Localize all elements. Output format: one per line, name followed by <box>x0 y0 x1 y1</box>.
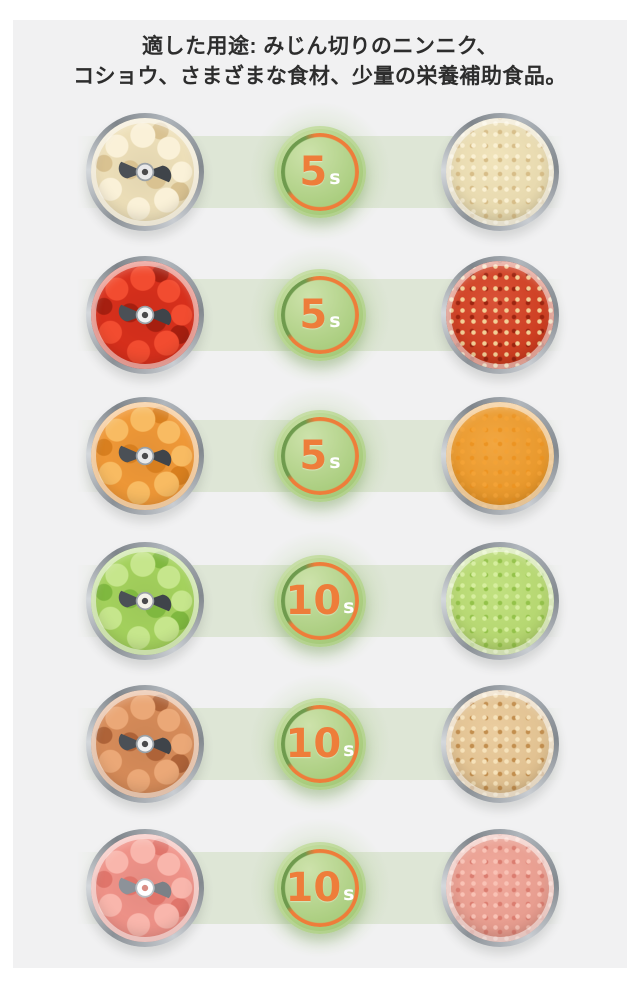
timer-ring-icon <box>281 562 359 640</box>
blade-icon <box>118 590 172 612</box>
row-pumpkin: 5 s <box>0 380 640 532</box>
bowl-celery-before <box>86 542 204 660</box>
time-value: 10 <box>285 865 342 911</box>
bowl-peanut-after <box>441 685 559 803</box>
time-label: 5 s <box>299 149 341 195</box>
time-unit: s <box>329 451 341 474</box>
bowl-meat-before <box>86 829 204 947</box>
time-value: 5 <box>299 292 328 338</box>
timer-badge: 10 s <box>274 555 366 647</box>
timer-ring-icon <box>281 276 359 354</box>
time-unit: s <box>329 167 341 190</box>
time-unit: s <box>343 883 355 906</box>
blade-icon <box>118 161 172 183</box>
time-unit: s <box>329 310 341 333</box>
row-garlic: 5 s <box>0 96 640 248</box>
bowl-chili-after <box>441 256 559 374</box>
title-line-1: 適した用途: みじん切りのニンニク、 <box>142 35 498 58</box>
timer-badge: 5 s <box>274 269 366 361</box>
food-photo-after <box>446 690 554 798</box>
row-meat: 10 s <box>0 812 640 964</box>
row-peanut: 10 s <box>0 668 640 820</box>
timer-badge: 5 s <box>274 126 366 218</box>
time-value: 5 <box>299 433 328 479</box>
food-photo-after <box>446 261 554 369</box>
bowl-pumpkin-after <box>441 397 559 515</box>
page-title: 適した用途: みじん切りのニンニク、 コショウ、さまざまな食材、少量の栄養補助食… <box>0 32 640 92</box>
time-unit: s <box>343 596 355 619</box>
time-label: 10 s <box>285 578 355 624</box>
food-photo-before <box>91 690 199 798</box>
food-photo-after <box>446 834 554 942</box>
bowl-peanut-before <box>86 685 204 803</box>
timer-badge: 10 s <box>274 698 366 790</box>
time-label: 5 s <box>299 292 341 338</box>
timer-badge: 5 s <box>274 410 366 502</box>
timer-ring-icon <box>281 705 359 783</box>
time-unit: s <box>343 739 355 762</box>
blade-icon <box>118 304 172 326</box>
time-value: 10 <box>285 578 342 624</box>
bowl-pumpkin-before <box>86 397 204 515</box>
food-photo-after <box>446 547 554 655</box>
blade-icon <box>118 445 172 467</box>
food-photo-before <box>91 547 199 655</box>
time-label: 5 s <box>299 433 341 479</box>
row-celery: 10 s <box>0 525 640 677</box>
time-value: 10 <box>285 721 342 767</box>
bowl-meat-after <box>441 829 559 947</box>
blade-icon <box>118 877 172 899</box>
bowl-garlic-after <box>441 113 559 231</box>
timer-ring-icon <box>281 133 359 211</box>
time-label: 10 s <box>285 865 355 911</box>
timer-ring-icon <box>281 849 359 927</box>
timer-ring-icon <box>281 417 359 495</box>
food-photo-before <box>91 118 199 226</box>
food-photo-after <box>446 402 554 510</box>
bowl-garlic-before <box>86 113 204 231</box>
row-chili: 5 s <box>0 239 640 391</box>
time-label: 10 s <box>285 721 355 767</box>
food-photo-after <box>446 118 554 226</box>
time-value: 5 <box>299 149 328 195</box>
blade-icon <box>118 733 172 755</box>
bowl-celery-after <box>441 542 559 660</box>
title-line-2: コショウ、さまざまな食材、少量の栄養補助食品。 <box>73 65 567 88</box>
timer-badge: 10 s <box>274 842 366 934</box>
bowl-chili-before <box>86 256 204 374</box>
